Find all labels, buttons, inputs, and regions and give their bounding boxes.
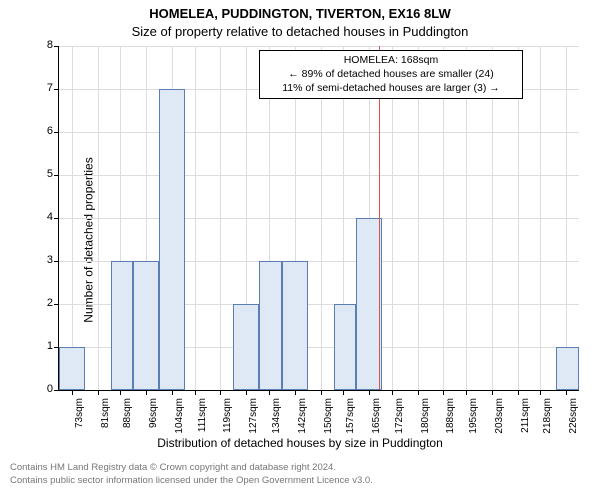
y-gridline <box>59 175 579 176</box>
x-tick <box>566 390 567 395</box>
x-tick-label: 157sqm <box>345 398 356 438</box>
histogram-bar <box>59 347 85 390</box>
x-tick <box>343 390 344 395</box>
x-tick <box>246 390 247 395</box>
x-gridline <box>98 46 99 390</box>
x-tick-label: 81sqm <box>100 398 111 438</box>
x-gridline <box>72 46 73 390</box>
x-tick <box>98 390 99 395</box>
histogram-bar <box>334 304 357 390</box>
histogram-bar <box>556 347 579 390</box>
y-tick <box>54 390 59 391</box>
y-tick-label: 3 <box>35 254 53 266</box>
x-tick <box>72 390 73 395</box>
x-tick-label: 203sqm <box>494 398 505 438</box>
histogram-bar <box>159 89 185 390</box>
x-tick <box>392 390 393 395</box>
x-tick-label: 180sqm <box>420 398 431 438</box>
y-tick <box>54 132 59 133</box>
histogram-bar <box>282 261 308 390</box>
y-tick <box>54 175 59 176</box>
histogram-bar <box>259 261 282 390</box>
footer-line1: Contains HM Land Registry data © Crown c… <box>10 462 590 475</box>
x-tick <box>295 390 296 395</box>
x-tick <box>269 390 270 395</box>
x-tick-label: 150sqm <box>323 398 334 438</box>
y-gridline <box>59 132 579 133</box>
y-tick-label: 2 <box>35 297 53 309</box>
x-tick-label: 172sqm <box>394 398 405 438</box>
y-tick-label: 7 <box>35 82 53 94</box>
x-tick-label: 188sqm <box>445 398 456 438</box>
x-tick-label: 134sqm <box>271 398 282 438</box>
x-tick-label: 211sqm <box>520 398 531 438</box>
x-tick <box>146 390 147 395</box>
x-tick-label: 165sqm <box>371 398 382 438</box>
y-gridline <box>59 218 579 219</box>
x-tick <box>540 390 541 395</box>
x-tick <box>443 390 444 395</box>
annotation-line2: ← 89% of detached houses are smaller (24… <box>266 67 516 81</box>
y-tick <box>54 304 59 305</box>
footer: Contains HM Land Registry data © Crown c… <box>10 462 590 488</box>
footer-line2: Contains public sector information licen… <box>10 475 590 488</box>
x-tick-label: 195sqm <box>468 398 479 438</box>
x-tick <box>220 390 221 395</box>
x-tick-label: 119sqm <box>222 398 233 438</box>
y-tick-label: 5 <box>35 168 53 180</box>
x-gridline <box>195 46 196 390</box>
x-tick-label: 226sqm <box>568 398 579 438</box>
x-tick <box>172 390 173 395</box>
x-gridline <box>220 46 221 390</box>
x-tick-label: 111sqm <box>197 398 208 438</box>
y-gridline <box>59 46 579 47</box>
histogram-bar <box>233 304 259 390</box>
page-subtitle: Size of property relative to detached ho… <box>0 24 600 39</box>
y-tick <box>54 89 59 90</box>
histogram-bar <box>133 261 159 390</box>
y-tick-label: 1 <box>35 340 53 352</box>
x-tick <box>120 390 121 395</box>
y-tick <box>54 218 59 219</box>
x-tick <box>466 390 467 395</box>
x-tick-label: 88sqm <box>122 398 133 438</box>
annotation-line1: HOMELEA: 168sqm <box>266 53 516 67</box>
y-tick-label: 0 <box>35 383 53 395</box>
x-tick <box>195 390 196 395</box>
histogram-bar <box>111 261 134 390</box>
x-gridline <box>540 46 541 390</box>
x-gridline <box>566 46 567 390</box>
x-tick-label: 127sqm <box>248 398 259 438</box>
y-tick <box>54 46 59 47</box>
x-tick-label: 142sqm <box>297 398 308 438</box>
y-tick-label: 6 <box>35 125 53 137</box>
x-tick-label: 96sqm <box>148 398 159 438</box>
chart-plot-area: 01234567873sqm81sqm88sqm96sqm104sqm111sq… <box>58 46 579 391</box>
x-tick-label: 73sqm <box>74 398 85 438</box>
x-tick <box>418 390 419 395</box>
x-tick <box>518 390 519 395</box>
x-tick <box>321 390 322 395</box>
x-tick <box>492 390 493 395</box>
annotation-box: HOMELEA: 168sqm ← 89% of detached houses… <box>259 50 523 99</box>
annotation-line3: 11% of semi-detached houses are larger (… <box>266 81 516 95</box>
y-tick-label: 8 <box>35 39 53 51</box>
x-tick-label: 104sqm <box>174 398 185 438</box>
y-tick <box>54 261 59 262</box>
page-title: HOMELEA, PUDDINGTON, TIVERTON, EX16 8LW <box>0 6 600 21</box>
x-tick <box>369 390 370 395</box>
x-tick-label: 218sqm <box>542 398 553 438</box>
y-tick-label: 4 <box>35 211 53 223</box>
x-axis-label: Distribution of detached houses by size … <box>0 436 600 450</box>
